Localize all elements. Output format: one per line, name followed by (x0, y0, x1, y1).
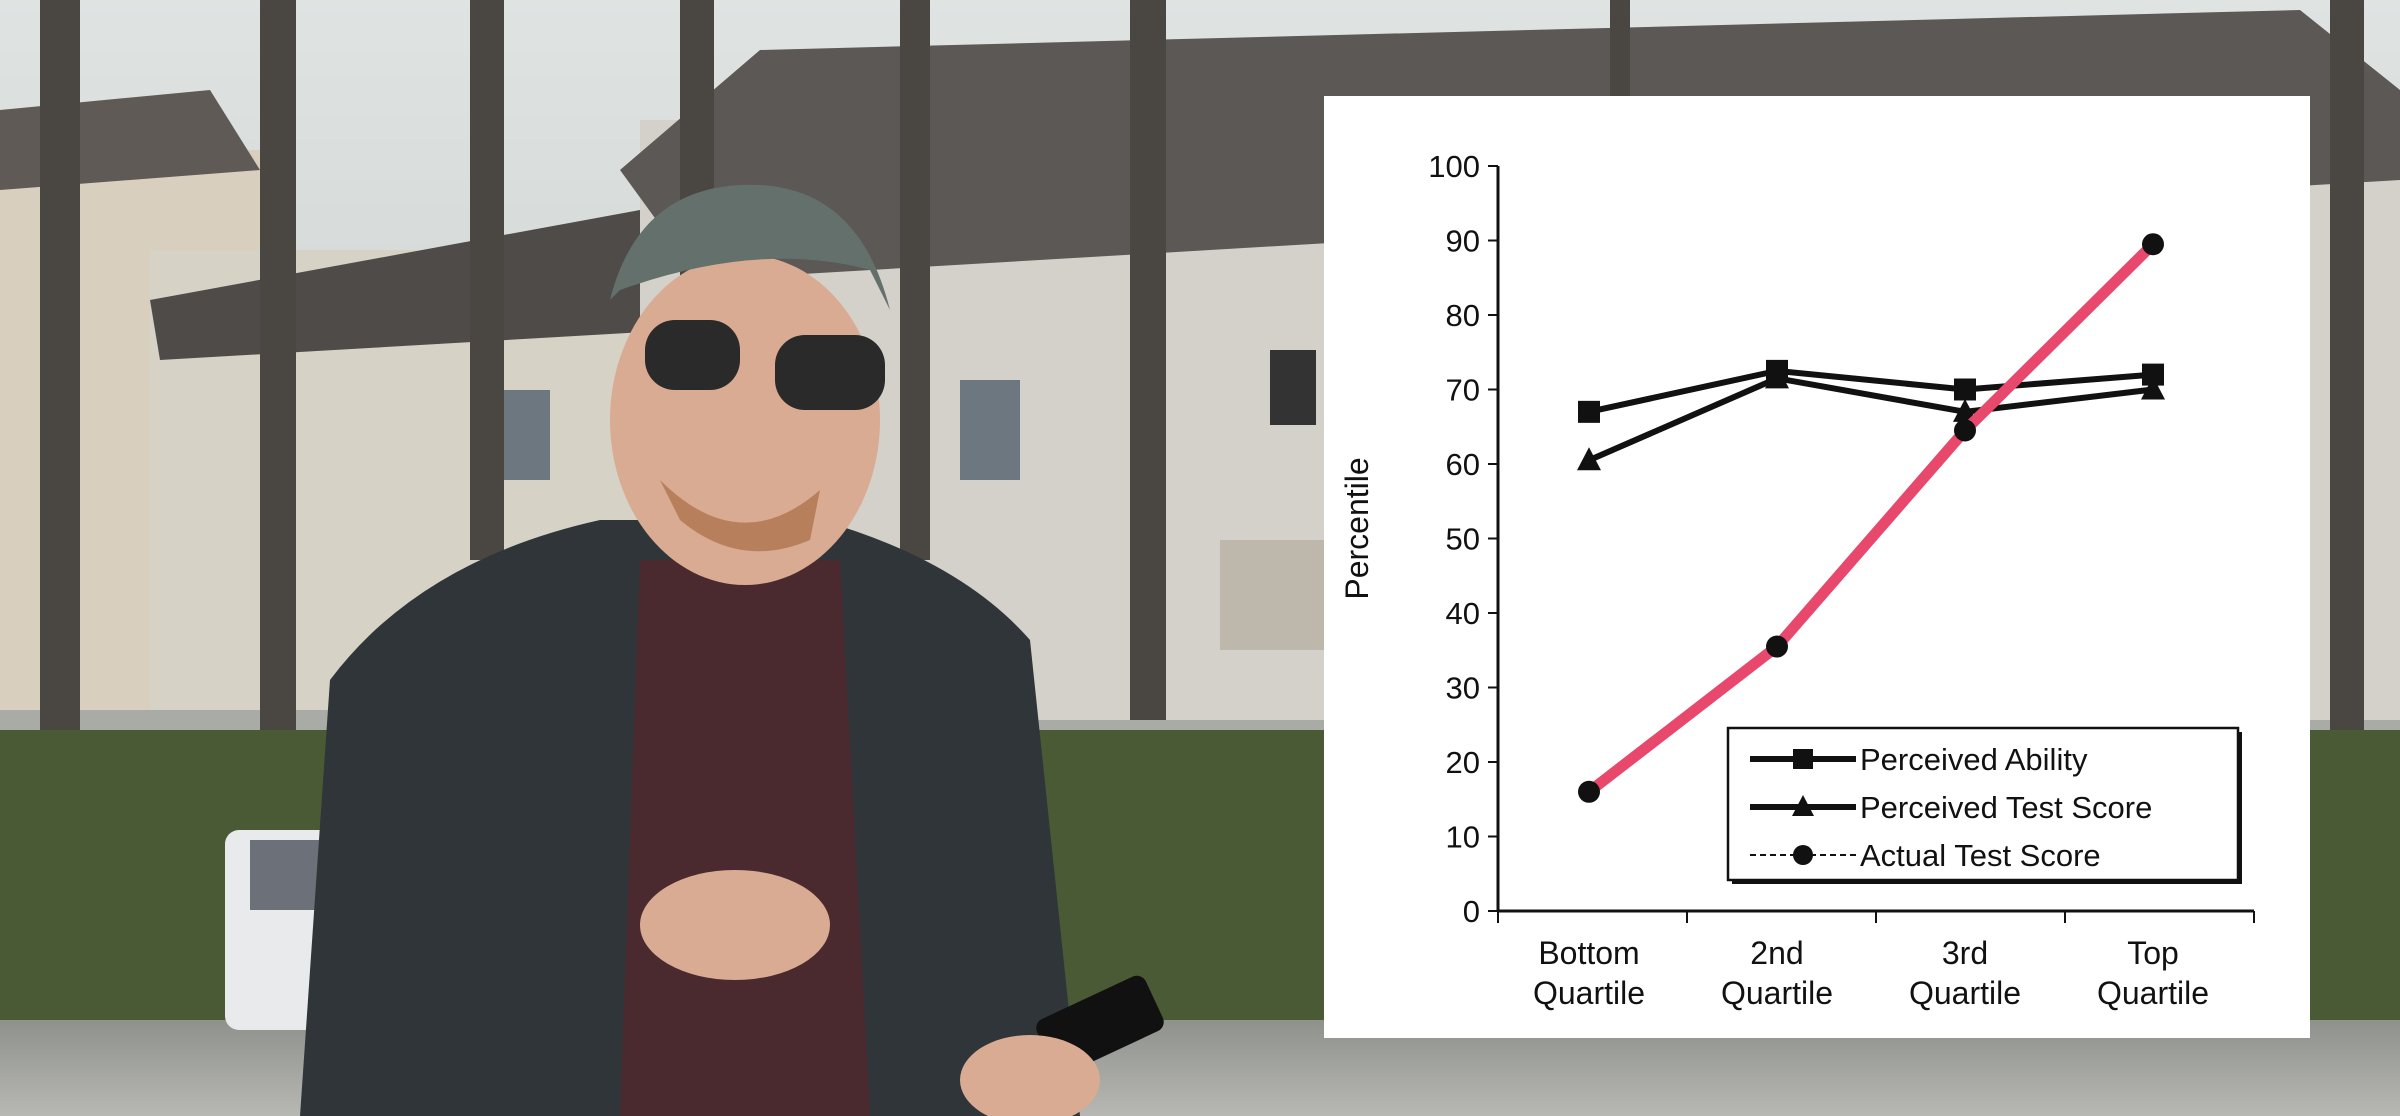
y-tick-label: 30 (1446, 671, 1480, 706)
square-marker (1954, 378, 1976, 401)
series (1577, 233, 2165, 803)
series-perceived-ability (1578, 359, 2164, 423)
y-tick-label: 100 (1428, 149, 1480, 184)
x-category-label: Quartile (2097, 975, 2209, 1011)
x-category-label: Quartile (1533, 975, 1645, 1011)
circle-marker (1793, 845, 1813, 865)
x-category-label: Bottom (1538, 935, 1639, 971)
y-axis-label: Percentile (1339, 457, 1375, 599)
series-line (1586, 367, 2156, 415)
series-line (1586, 375, 2156, 464)
chart-panel: 0 10 20 30 40 50 60 70 80 90 100 Bottom Quartile 2nd… (1324, 96, 2310, 1038)
y-tick-label: 80 (1446, 298, 1480, 333)
series-line (1583, 238, 2159, 798)
legend: Perceived Ability Perceived Test Score Act… (1726, 726, 2242, 884)
x-category-label: Top (2127, 935, 2179, 971)
triangle-marker (1765, 365, 1789, 389)
x-category-label: 2nd (1750, 935, 1803, 971)
presenter (300, 184, 1164, 1116)
legend-item: Perceived Ability (1750, 742, 2088, 777)
y-tick-label: 20 (1446, 745, 1480, 780)
series-perceived-test-score (1577, 365, 2165, 471)
triangle-marker (1953, 398, 1977, 422)
y-tick-label: 70 (1446, 373, 1480, 408)
triangle-marker (1792, 795, 1814, 816)
x-axis-categories: Bottom Quartile 2nd Quartile 3rd Quartile Top Q… (1533, 935, 2209, 1011)
y-axis-ticks: 0 10 20 30 40 50 60 70 80 90 100 (1428, 149, 1498, 929)
y-tick-label: 0 (1463, 894, 1480, 929)
x-category-label: Quartile (1721, 975, 1833, 1011)
triangle-marker (1577, 447, 1601, 471)
circle-marker (1578, 780, 1600, 803)
square-marker (1578, 400, 1600, 423)
x-category-label: Quartile (1909, 975, 2021, 1011)
legend-item: Perceived Test Score (1750, 790, 2152, 825)
legend-label: Perceived Test Score (1860, 790, 2152, 825)
triangle-marker (2141, 376, 2165, 400)
legend-label: Actual Test Score (1860, 838, 2101, 873)
square-marker (1793, 749, 1813, 769)
y-tick-label: 40 (1446, 596, 1480, 631)
y-tick-label: 90 (1446, 224, 1480, 259)
line-chart: 0 10 20 30 40 50 60 70 80 90 100 Bottom Quartile 2nd… (1339, 149, 2255, 1011)
y-tick-label: 60 (1446, 447, 1480, 482)
y-tick-label: 50 (1446, 522, 1480, 557)
square-marker (2142, 363, 2164, 386)
y-tick-label: 10 (1446, 820, 1480, 855)
circle-marker (1954, 419, 1976, 442)
circle-marker (2142, 233, 2164, 256)
legend-item: Actual Test Score (1750, 838, 2101, 873)
circle-marker (1766, 635, 1788, 658)
series-actual-test-score (1578, 233, 2164, 803)
x-category-label: 3rd (1942, 935, 1988, 971)
legend-label: Perceived Ability (1860, 742, 2088, 777)
